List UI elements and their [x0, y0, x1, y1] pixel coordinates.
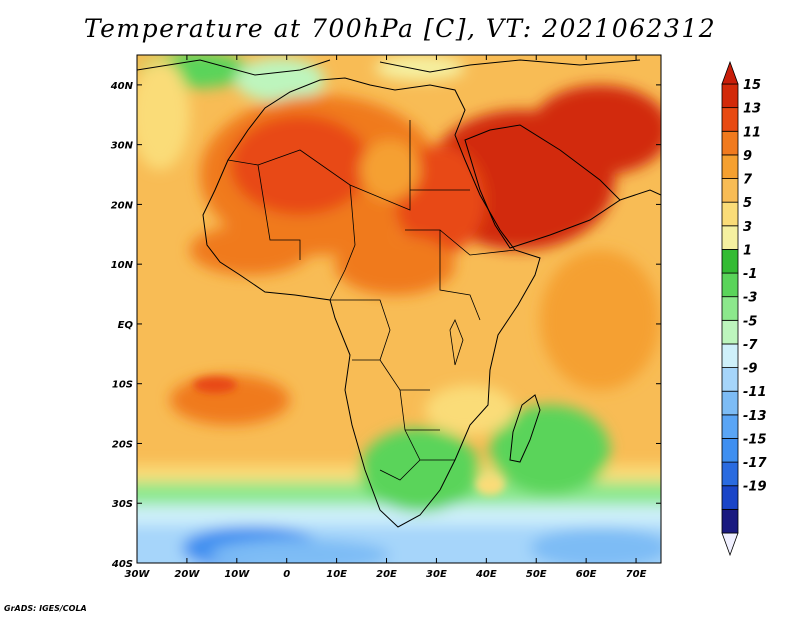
colorbar-segment: [721, 130, 739, 156]
colorbar-label: -13: [743, 409, 767, 424]
colorbar-label: -17: [743, 456, 767, 471]
lon-tick-label: 0: [283, 569, 290, 580]
colorbar-segment: [721, 485, 739, 510]
iran-hot: [530, 85, 661, 175]
country-borders: [227, 120, 516, 481]
colorbar-segment: [721, 461, 739, 487]
lake-tanganyika: [449, 319, 464, 366]
chad-warm: [335, 235, 455, 295]
arabia-coast: [464, 124, 621, 249]
colorbar-bottom-triangle: [721, 532, 739, 557]
colorbar-segment: [721, 319, 739, 345]
channel-yellow: [476, 475, 504, 495]
colorbar-top-triangle: [721, 60, 739, 85]
colorbar-label: 9: [743, 149, 752, 164]
colorbar-segment: [721, 343, 739, 368]
lon-tick-label: 60E: [576, 569, 597, 580]
north-coast: [137, 59, 641, 76]
map-title: Temperature at 700hPa [C], VT: 202106231…: [83, 14, 717, 43]
africa-coast: [202, 77, 541, 528]
colorbar-label: 13: [743, 102, 761, 117]
lon-tick-label: 50E: [526, 569, 547, 580]
colorbar-segment: [721, 225, 739, 250]
colorbar-label: 1: [743, 243, 752, 258]
colorbar-segment: [721, 201, 739, 227]
colorbar-label: -15: [743, 432, 767, 447]
colorbar-label: -5: [743, 314, 757, 329]
colorbar-segment: [721, 390, 739, 416]
colorbar-segment: [721, 154, 739, 179]
cold-band-sw: [210, 539, 390, 563]
lat-tick-label: 40N: [110, 81, 134, 92]
coastlines: [137, 59, 661, 528]
lat-tick-label: 40S: [111, 559, 133, 570]
map-frame: [136, 54, 662, 564]
colorbar-label: 3: [743, 220, 752, 235]
lon-tick-label: 40E: [475, 569, 497, 580]
indian-ocean-warm: [540, 250, 660, 390]
colorbar-label: 11: [743, 125, 761, 140]
colorbar-segment: [721, 178, 739, 203]
lon-tick-label: 30E: [426, 569, 447, 580]
lat-tick-label: 10S: [112, 380, 133, 391]
madagascar-sea-green: [490, 405, 610, 495]
colorbar-segment: [721, 438, 739, 463]
india-coast: [619, 189, 661, 201]
lon-tick-label: 30W: [125, 569, 151, 580]
cold-core-se: [530, 528, 661, 563]
lon-tick-label: 20E: [376, 569, 397, 580]
sahel-warm: [190, 225, 310, 275]
border-lines: [227, 120, 516, 481]
colorbar: 15 13 11 9 7 5 3 1 -1 -3 -5 -7 -9 -11 -13 -15 -17 -19: [721, 60, 767, 557]
southern-africa-green: [360, 428, 480, 512]
colorbar-label: -7: [743, 338, 758, 353]
colorbar-label: 7: [743, 173, 753, 188]
lat-tick-label: 20S: [112, 439, 133, 450]
axis-ticks: 30W 20W 10W 0 10E 20E 30E 40E 50E 60E 70E 40N 30N 20N…: [110, 55, 661, 580]
lat-tick-label: 10N: [111, 260, 134, 271]
lon-tick-label: 10W: [224, 569, 250, 580]
temperature-field: [137, 55, 661, 563]
colorbar-segment: [721, 414, 739, 439]
colorbar-label: -19: [743, 480, 767, 495]
libya-cool: [360, 140, 420, 200]
colorbar-segment: [721, 508, 739, 534]
colorbar-label: 15: [743, 78, 761, 93]
colorbar-label: 5: [743, 196, 752, 211]
lon-tick-label: 20W: [174, 569, 200, 580]
colorbar-label: -11: [743, 385, 767, 400]
colorbar-segment: [721, 107, 739, 132]
madagascar-coast: [509, 394, 541, 463]
lon-tick-label: 10E: [326, 569, 347, 580]
colorbar-segment: [721, 249, 739, 274]
colorbar-segment: [721, 272, 739, 298]
lon-tick-label: 70E: [626, 569, 647, 580]
lat-tick-label: 30N: [111, 141, 134, 152]
colorbar-label: -9: [743, 362, 757, 377]
colorbar-label: -3: [743, 291, 757, 306]
colorbar-segment: [721, 296, 739, 321]
colorbar-segment: [721, 367, 739, 392]
colorbar-label: -1: [743, 267, 757, 282]
grads-credit: GrADS: IGES/COLA: [4, 604, 87, 613]
lat-tick-label: EQ: [118, 320, 134, 331]
north-yellow-med: [375, 55, 465, 81]
atlantic-yellow-north: [137, 60, 190, 170]
colorbar-segment: [721, 83, 739, 109]
sahara-hot: [230, 115, 370, 215]
lat-tick-label: 20N: [111, 200, 134, 211]
mozambique-yellow: [425, 385, 515, 435]
lat-tick-label: 30S: [112, 499, 133, 510]
atlantic-spot: [193, 377, 237, 393]
